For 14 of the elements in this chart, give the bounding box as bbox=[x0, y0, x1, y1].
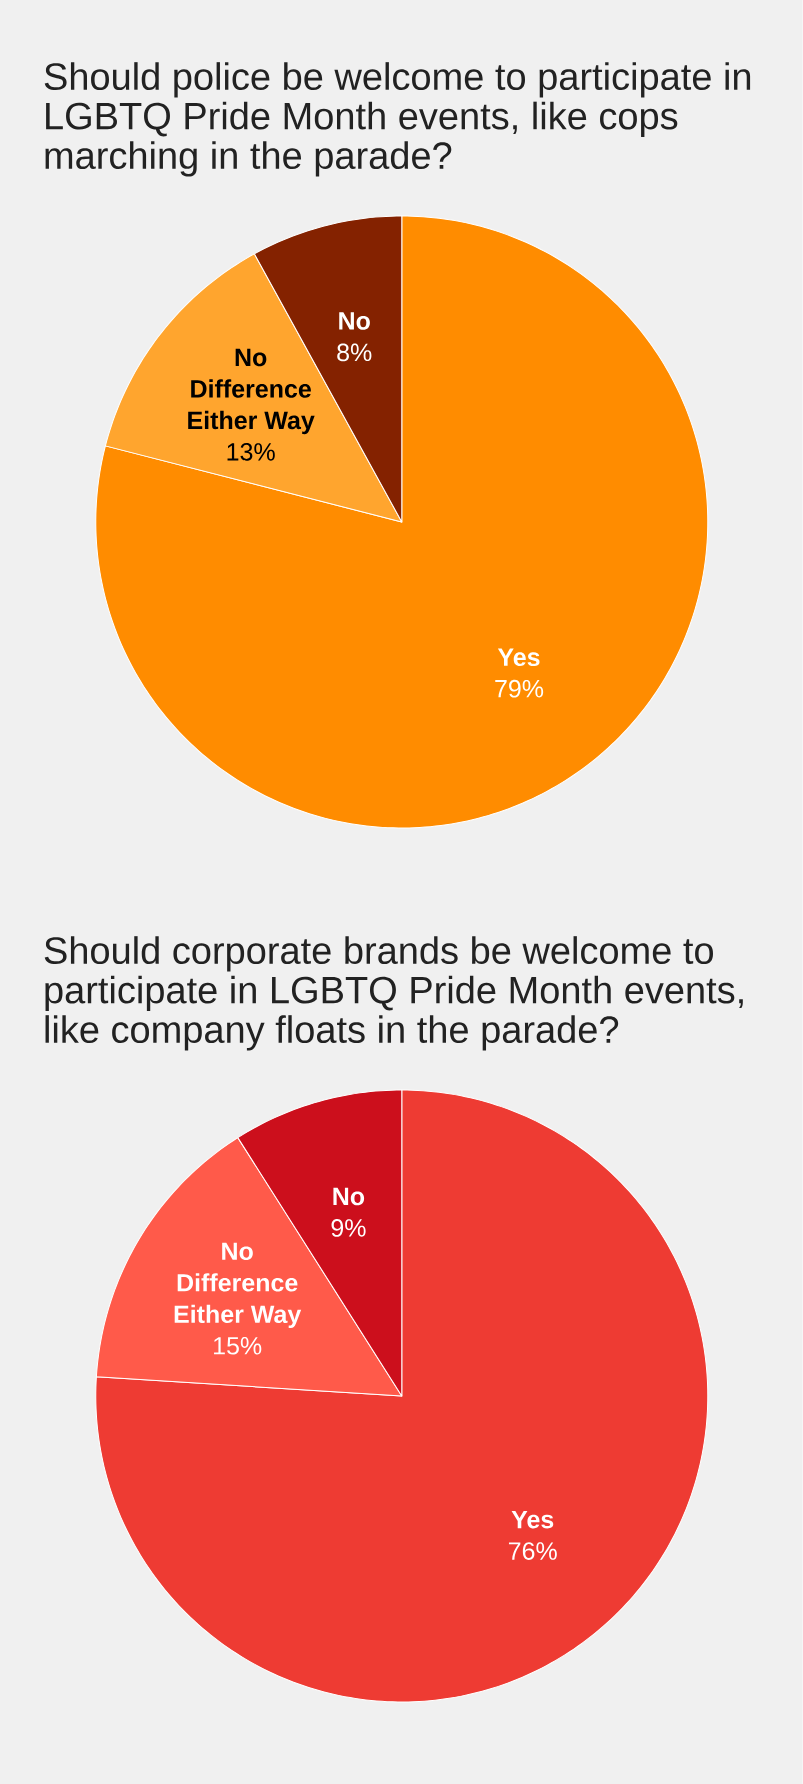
data-label: 13% bbox=[227, 443, 275, 461]
slice-label: No Difference Either Way bbox=[174, 1242, 302, 1329]
data-label: 9% bbox=[331, 1219, 366, 1237]
slice-label: No bbox=[333, 1187, 365, 1206]
slice-label: No Difference Either Way bbox=[188, 348, 315, 435]
slice-label: Yes bbox=[497, 648, 540, 667]
data-label: 15% bbox=[214, 1337, 262, 1355]
data-label: 79% bbox=[495, 679, 544, 698]
slice-label: Yes bbox=[511, 1510, 554, 1529]
chart-title: Should police be welcome to participate in LGBTQ Pride Month events, like cops marching in the parade? bbox=[44, 62, 751, 177]
data-label: 8% bbox=[337, 343, 372, 362]
slice-label: No bbox=[339, 312, 370, 330]
chart-title: Should corporate brands be welcome to participate in LGBTQ Pride Month events, like company floats in the parade? bbox=[44, 936, 743, 1051]
data-label: 76% bbox=[509, 1542, 557, 1560]
